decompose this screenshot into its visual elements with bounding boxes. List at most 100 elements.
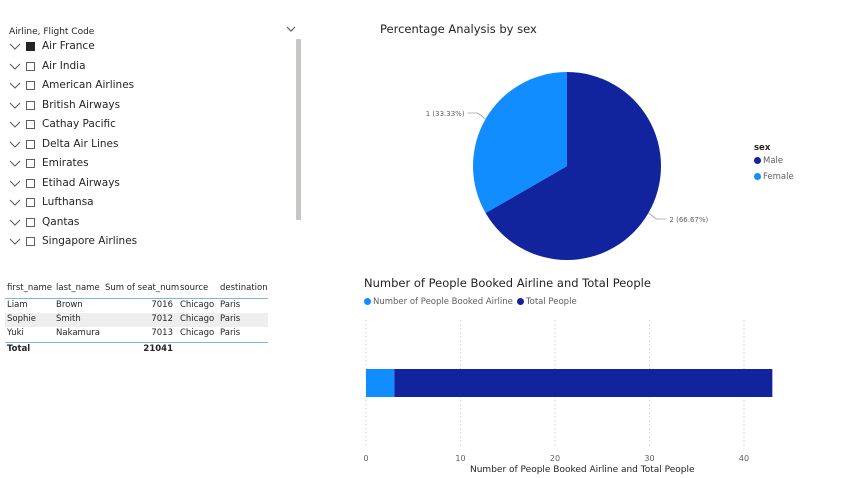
bar-chart: 0 10 20 30 40	[363, 320, 773, 463]
header-seat-num[interactable]: Sum of seat_num	[105, 283, 180, 293]
expand-chevron-icon[interactable]	[9, 236, 21, 248]
cell-destination: Paris	[220, 300, 241, 310]
expand-chevron-icon[interactable]	[9, 80, 21, 92]
cell-first-name: Liam	[7, 300, 28, 310]
cell-last-name: Smith	[56, 314, 81, 324]
expand-chevron-icon[interactable]	[9, 100, 21, 112]
expand-chevron-icon[interactable]	[9, 178, 21, 190]
x-tick-label: 40	[739, 454, 749, 463]
legend-dot-booked	[364, 298, 371, 305]
slicer-title: Airline, Flight Code	[9, 27, 95, 37]
slicer-item[interactable]: Delta Air Lines	[0, 136, 290, 154]
pie-chart: 2 (66.67%) 1 (33.33%)	[426, 72, 709, 260]
slicer-scrollbar[interactable]	[296, 39, 301, 220]
slicer-item[interactable]: Singapore Airlines	[0, 233, 290, 251]
expand-chevron-icon[interactable]	[9, 217, 21, 229]
cell-source: Chicago	[180, 300, 215, 310]
checkbox[interactable]	[26, 42, 35, 51]
slicer-item-label: British Airways	[42, 98, 121, 111]
slicer-item[interactable]: Qantas	[0, 214, 290, 232]
pie-leader-line	[467, 112, 486, 120]
table-total-row: Total 21041	[5, 342, 268, 357]
expand-chevron-icon[interactable]	[9, 158, 21, 170]
header-last-name[interactable]: last_name	[56, 283, 100, 293]
checkbox[interactable]	[26, 159, 35, 168]
legend-item-total[interactable]: Total People	[516, 297, 577, 307]
bar-x-axis-title: Number of People Booked Airline and Tota…	[470, 465, 695, 475]
legend-dot-male	[754, 157, 761, 164]
chevron-down-icon[interactable]	[285, 23, 297, 35]
legend-dot-total	[516, 298, 524, 305]
bar-segment-booked[interactable]	[366, 369, 395, 397]
header-destination[interactable]: destination	[220, 283, 268, 293]
slicer-item[interactable]: Etihad Airways	[0, 175, 290, 193]
bar-legend: Number of People Booked Airline Total Peo…	[364, 297, 581, 307]
bar-chart-title: Number of People Booked Airline and Tota…	[364, 276, 651, 290]
slicer-item[interactable]: Emirates	[0, 155, 290, 173]
pie-leader-line	[648, 212, 667, 220]
pie-data-label: 2 (66.67%)	[669, 216, 708, 224]
cell-source: Chicago	[180, 314, 215, 324]
expand-chevron-icon[interactable]	[9, 61, 21, 73]
slicer-item-label: Air France	[42, 40, 95, 52]
cell-seat-num: 7016	[151, 300, 173, 310]
pie-legend: sex Male Female	[754, 143, 794, 185]
slicer-item[interactable]: Air France	[0, 38, 290, 56]
checkbox[interactable]	[26, 100, 35, 110]
legend-label-total: Total People	[525, 297, 577, 307]
cell-source: Chicago	[180, 328, 215, 338]
slicer-item[interactable]: British Airways	[0, 97, 290, 115]
airline-slicer: Airline, Flight Code Air France Air India…	[0, 0, 310, 260]
slicer-item-label: Delta Air Lines	[42, 137, 119, 150]
legend-label-booked: Number of People Booked Airline	[373, 297, 513, 307]
slicer-item[interactable]: Air India	[0, 58, 290, 76]
table-row[interactable]: Liam Brown 7016 Chicago Paris	[5, 299, 268, 313]
pie-legend-title: sex	[754, 143, 771, 153]
slicer-item[interactable]: Lufthansa	[0, 194, 290, 212]
checkbox[interactable]	[26, 237, 35, 246]
x-tick-label: 10	[455, 454, 465, 463]
checkbox[interactable]	[26, 178, 35, 188]
legend-label-male: Male	[763, 156, 784, 166]
slicer-item-label: Lufthansa	[42, 196, 94, 208]
table-row[interactable]: Yuki Nakamura 7013 Chicago Paris	[5, 327, 268, 341]
checkbox[interactable]	[26, 139, 35, 149]
cell-seat-num: 7013	[151, 328, 173, 338]
checkbox[interactable]	[26, 81, 35, 90]
pie-chart-title: Percentage Analysis by sex	[380, 22, 537, 36]
slicer-item-label: Singapore Airlines	[42, 235, 138, 247]
pie-slice-male[interactable]	[485, 72, 661, 260]
total-value: 21041	[143, 344, 173, 354]
cell-destination: Paris	[220, 328, 241, 338]
slicer-item-label: Air India	[42, 59, 86, 72]
legend-item-booked[interactable]: Number of People Booked Airline	[364, 297, 513, 307]
expand-chevron-icon[interactable]	[9, 41, 21, 53]
checkbox[interactable]	[26, 61, 35, 71]
pie-slice-female[interactable]	[473, 72, 567, 213]
expand-chevron-icon[interactable]	[9, 139, 21, 151]
slicer-item-label: Etihad Airways	[42, 176, 120, 189]
slicer-item-label: Emirates	[42, 157, 89, 169]
checkbox[interactable]	[26, 217, 35, 227]
slicer-item[interactable]: American Airlines	[0, 77, 290, 95]
checkbox[interactable]	[26, 120, 35, 129]
expand-chevron-icon[interactable]	[9, 197, 21, 209]
header-first-name[interactable]: first_name	[7, 283, 52, 293]
header-source[interactable]: source	[180, 283, 209, 293]
x-tick-label: 20	[550, 454, 560, 463]
slicer-item[interactable]: Cathay Pacific	[0, 116, 290, 134]
legend-label-female: Female	[763, 172, 794, 182]
table-row[interactable]: Sophie Smith 7012 Chicago Paris	[5, 313, 268, 327]
total-label: Total	[7, 344, 31, 354]
x-tick-label: 30	[644, 454, 654, 463]
cell-destination: Paris	[220, 314, 241, 324]
bar-segment-total[interactable]	[394, 369, 773, 397]
checkbox[interactable]	[26, 198, 35, 207]
slicer-item-label: American Airlines	[42, 79, 135, 91]
table-header: first_name last_name Sum of seat_num sou…	[5, 282, 268, 299]
pie-data-label: 1 (33.33%)	[426, 110, 465, 118]
legend-item-female[interactable]: Female	[754, 169, 794, 185]
cell-first-name: Sophie	[7, 314, 36, 324]
expand-chevron-icon[interactable]	[9, 119, 21, 131]
legend-item-male[interactable]: Male	[754, 153, 794, 169]
